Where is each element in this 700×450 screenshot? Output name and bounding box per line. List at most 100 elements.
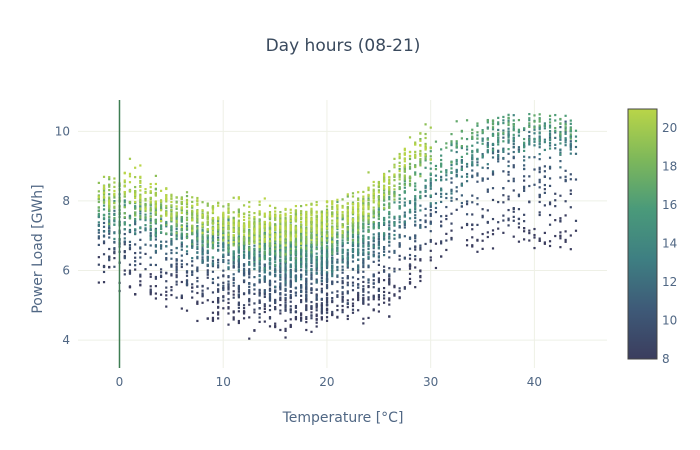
- data-point: [403, 257, 406, 260]
- data-point: [274, 290, 277, 294]
- data-point: [471, 157, 474, 160]
- data-point: [377, 217, 381, 220]
- data-point: [300, 299, 303, 302]
- data-point: [149, 215, 152, 218]
- data-point: [180, 219, 183, 222]
- data-point: [206, 223, 209, 226]
- data-point: [268, 221, 272, 224]
- data-point: [253, 241, 256, 245]
- data-point: [429, 230, 432, 233]
- data-point: [170, 237, 173, 241]
- data-point: [507, 134, 510, 137]
- data-point: [548, 138, 552, 141]
- data-point: [382, 279, 386, 282]
- data-point: [300, 269, 303, 272]
- data-point: [206, 239, 209, 242]
- data-point: [128, 230, 132, 233]
- data-point: [284, 327, 287, 330]
- data-point: [170, 195, 173, 198]
- data-point: [201, 294, 204, 297]
- data-point: [507, 127, 510, 130]
- data-point: [211, 318, 215, 321]
- data-point: [351, 224, 355, 228]
- data-point: [206, 240, 209, 243]
- data-point: [414, 286, 417, 289]
- data-point: [357, 240, 360, 244]
- data-point: [274, 224, 277, 227]
- data-point: [108, 224, 111, 228]
- data-point: [357, 242, 360, 245]
- data-point: [367, 244, 370, 247]
- data-point: [440, 195, 443, 198]
- data-point: [134, 214, 137, 217]
- data-point: [372, 199, 375, 202]
- data-point: [237, 247, 240, 250]
- data-point: [170, 232, 173, 235]
- data-point: [217, 228, 220, 231]
- data-point: [300, 319, 303, 322]
- data-point: [310, 247, 313, 250]
- data-point: [217, 238, 220, 241]
- data-point: [206, 217, 209, 220]
- data-point: [201, 301, 204, 304]
- data-point: [320, 210, 323, 213]
- data-point: [139, 203, 142, 206]
- data-point: [414, 235, 417, 238]
- data-point: [300, 243, 303, 247]
- data-point: [491, 247, 495, 250]
- data-point: [362, 290, 365, 293]
- data-point: [377, 202, 381, 205]
- data-point: [227, 253, 230, 256]
- data-point: [108, 185, 111, 188]
- data-point: [268, 293, 272, 296]
- data-point: [388, 237, 391, 240]
- data-point: [486, 145, 489, 149]
- data-point: [102, 265, 106, 269]
- data-point: [159, 274, 163, 277]
- data-point: [217, 201, 220, 204]
- data-point: [341, 232, 344, 235]
- data-point: [434, 174, 438, 177]
- data-point: [310, 291, 313, 294]
- data-point: [512, 166, 515, 169]
- data-point: [248, 223, 251, 226]
- data-point: [180, 245, 183, 248]
- data-point: [305, 265, 308, 268]
- data-point: [486, 231, 489, 234]
- data-point: [128, 224, 132, 227]
- data-point: [341, 233, 344, 237]
- data-point: [393, 270, 396, 273]
- data-point: [351, 255, 355, 258]
- data-point: [268, 238, 272, 241]
- data-point: [419, 154, 422, 157]
- data-point: [149, 206, 152, 210]
- data-point: [196, 199, 199, 202]
- data-point: [538, 120, 541, 123]
- data-point: [217, 305, 220, 309]
- data-point: [367, 316, 370, 320]
- data-point: [165, 245, 168, 248]
- data-point: [139, 238, 142, 241]
- data-point: [123, 273, 126, 276]
- data-point: [440, 187, 443, 190]
- data-point: [543, 148, 546, 152]
- data-point: [414, 206, 417, 209]
- data-point: [149, 196, 152, 200]
- data-point: [196, 232, 199, 235]
- data-point: [165, 222, 168, 225]
- data-point: [191, 200, 194, 204]
- data-point: [331, 215, 334, 218]
- data-point: [248, 292, 251, 295]
- data-point: [289, 271, 292, 274]
- data-point: [543, 204, 546, 207]
- data-point: [491, 233, 495, 236]
- data-point: [574, 229, 578, 232]
- data-point: [357, 297, 360, 300]
- data-point: [263, 250, 266, 254]
- data-point: [414, 143, 417, 146]
- data-point: [134, 219, 137, 222]
- data-point: [548, 167, 552, 170]
- data-point: [310, 251, 313, 254]
- data-point: [408, 162, 412, 165]
- data-point: [294, 218, 298, 221]
